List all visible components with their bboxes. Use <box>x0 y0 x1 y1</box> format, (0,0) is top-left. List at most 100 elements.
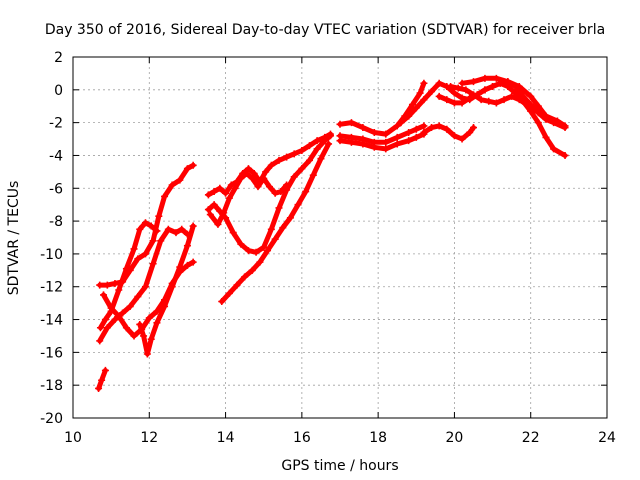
data-point <box>161 192 169 200</box>
series-s11 <box>336 79 428 138</box>
series-s2 <box>96 225 191 345</box>
data-point <box>515 83 523 91</box>
data-point <box>265 183 273 191</box>
y-tick-label: -14 <box>40 313 63 329</box>
data-point <box>161 302 169 310</box>
data-point <box>183 242 191 250</box>
data-point <box>214 220 222 228</box>
data-point <box>370 138 378 146</box>
axis-ticks <box>72 56 608 419</box>
data-point <box>305 142 313 150</box>
data-point <box>225 289 233 297</box>
y-tick-label: 2 <box>54 50 63 66</box>
data-point <box>302 188 310 196</box>
y-tick-label: -16 <box>40 345 63 361</box>
data-point <box>153 319 161 327</box>
plot-frame <box>72 56 608 419</box>
x-tick-label: 20 <box>446 430 464 446</box>
data-point <box>412 125 420 133</box>
data-point <box>416 89 424 97</box>
data-point <box>458 79 466 87</box>
data-point <box>183 261 191 269</box>
data-point <box>119 278 127 286</box>
data-point <box>542 133 550 141</box>
data-point <box>204 191 212 199</box>
data-point <box>225 194 233 202</box>
data-point <box>492 99 500 107</box>
data-point <box>290 150 298 158</box>
data-point <box>405 128 413 136</box>
data-point <box>393 133 401 141</box>
series-s4 <box>96 161 197 289</box>
y-tick-label: -10 <box>40 247 63 263</box>
data-point <box>405 137 413 145</box>
data-point <box>267 225 275 233</box>
data-point <box>450 99 458 107</box>
data-point <box>153 307 161 315</box>
data-point <box>313 145 321 153</box>
data-point <box>298 165 306 173</box>
data-point <box>504 78 512 86</box>
data-point <box>96 337 104 345</box>
data-point <box>275 204 283 212</box>
data-point <box>443 125 451 133</box>
data-point <box>485 97 493 105</box>
data-point <box>130 332 138 340</box>
data-point <box>95 384 103 392</box>
data-point <box>382 138 390 146</box>
y-tick-label: -2 <box>49 116 63 132</box>
data-point <box>260 174 268 182</box>
data-point <box>420 122 428 130</box>
data-point <box>420 96 428 104</box>
data-point <box>111 316 119 324</box>
data-point <box>244 165 252 173</box>
data-point <box>481 86 489 94</box>
x-axis-label: GPS time / hours <box>281 458 398 474</box>
y-tick-label: -12 <box>40 280 63 296</box>
data-point <box>103 281 111 289</box>
data-point <box>294 201 302 209</box>
data-point <box>140 332 148 340</box>
data-point <box>155 212 163 220</box>
data-point <box>435 92 443 100</box>
series-trace <box>205 133 333 255</box>
data-point <box>326 130 334 138</box>
series-s16 <box>447 83 539 114</box>
data-point <box>218 297 226 305</box>
data-point <box>168 181 176 189</box>
x-tick-label: 14 <box>217 430 235 446</box>
data-point <box>481 74 489 82</box>
data-point <box>466 128 474 136</box>
data-point <box>252 248 260 256</box>
data-point <box>428 87 436 95</box>
x-tick-label: 10 <box>64 430 82 446</box>
data-point <box>176 176 184 184</box>
data-point <box>382 130 390 138</box>
data-point <box>149 237 157 245</box>
x-tick-label: 22 <box>522 430 540 446</box>
data-point <box>534 119 542 127</box>
data-point <box>267 161 275 169</box>
data-point <box>317 155 325 163</box>
data-point <box>248 266 256 274</box>
data-point <box>189 222 197 230</box>
data-point <box>229 229 237 237</box>
data-point <box>283 153 291 161</box>
data-point <box>183 165 191 173</box>
data-point <box>492 74 500 82</box>
data-point <box>141 283 149 291</box>
data-point <box>336 120 344 128</box>
data-point <box>100 291 108 299</box>
data-point <box>172 229 180 237</box>
data-point <box>370 128 378 136</box>
data-point <box>336 132 344 140</box>
data-point <box>397 119 405 127</box>
data-point <box>462 86 470 94</box>
data-point <box>553 117 561 125</box>
data-point <box>412 104 420 112</box>
data-point <box>210 201 218 209</box>
data-point <box>393 140 401 148</box>
data-point <box>382 145 390 153</box>
data-point <box>561 122 569 130</box>
